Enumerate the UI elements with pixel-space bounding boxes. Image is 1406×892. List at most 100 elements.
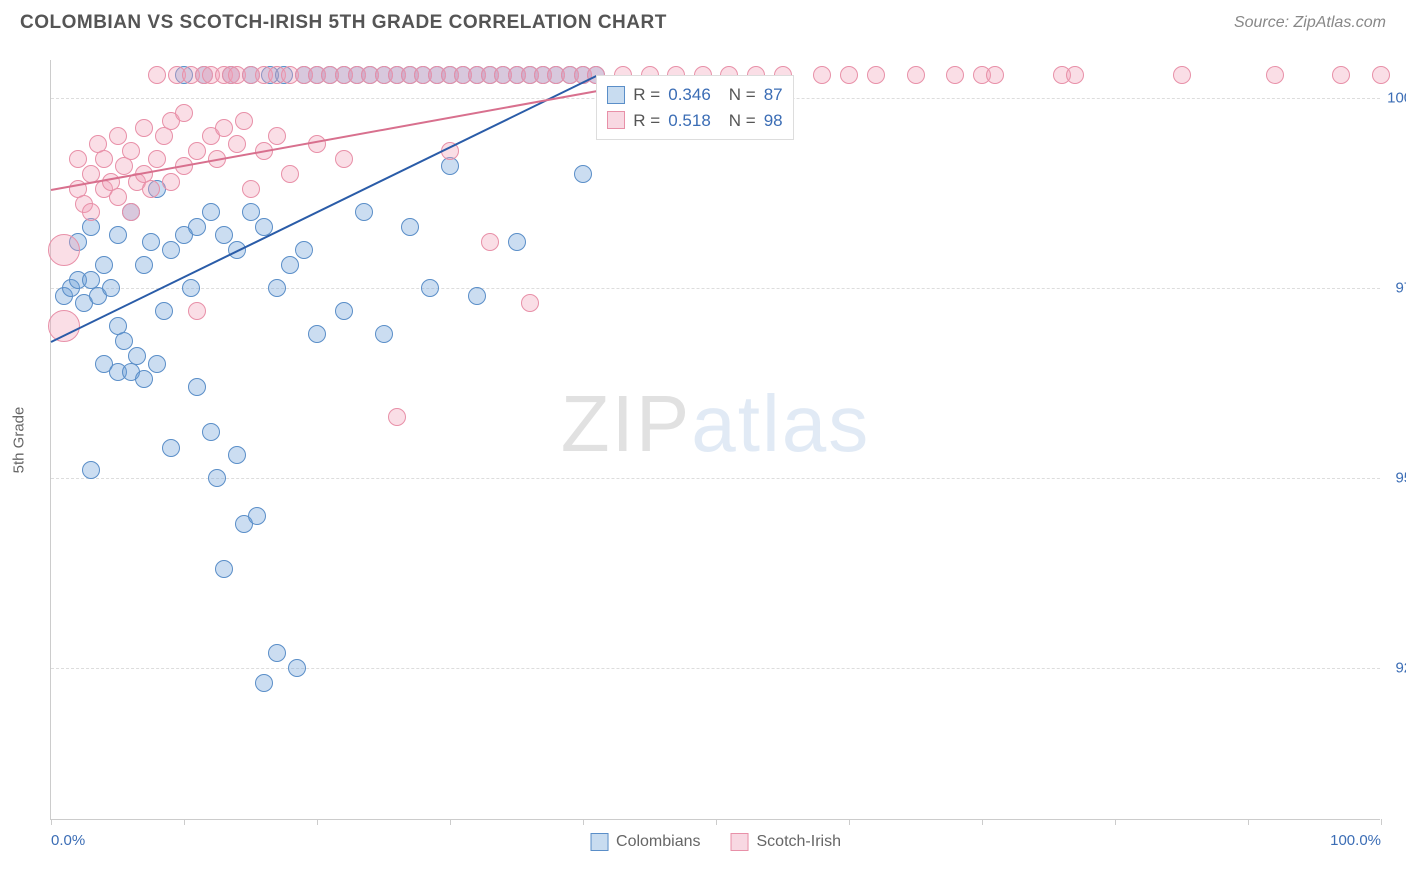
scotch-irish-point [135, 119, 153, 137]
scotch-irish-point [162, 173, 180, 191]
x-tick [184, 819, 185, 825]
stats-box: R =0.346N =87R =0.518N =98 [596, 75, 793, 140]
colombians-point [135, 256, 153, 274]
gridline [51, 668, 1380, 669]
scotch-irish-point [82, 203, 100, 221]
x-tick [1381, 819, 1382, 825]
legend-swatch [731, 833, 749, 851]
stats-swatch [607, 86, 625, 104]
scatter-chart: 5th Grade ZIPatlas 92.5%95.0%97.5%100.0%… [50, 60, 1380, 820]
x-tick [1248, 819, 1249, 825]
stats-n-value: 98 [764, 108, 783, 134]
scotch-irish-point [1332, 66, 1350, 84]
colombians-point [162, 439, 180, 457]
scotch-irish-point [188, 142, 206, 160]
colombians-point [421, 279, 439, 297]
chart-title: COLOMBIAN VS SCOTCH-IRISH 5TH GRADE CORR… [20, 12, 667, 34]
scotch-irish-trendline [51, 90, 597, 191]
colombians-point [468, 287, 486, 305]
scotch-irish-point [188, 302, 206, 320]
scotch-irish-point [946, 66, 964, 84]
scotch-irish-point [242, 180, 260, 198]
x-tick [716, 819, 717, 825]
scotch-irish-point [228, 135, 246, 153]
colombians-point [188, 378, 206, 396]
scotch-irish-point [1066, 66, 1084, 84]
colombians-point [188, 218, 206, 236]
watermark-zip: ZIP [561, 379, 691, 468]
colombians-point [508, 233, 526, 251]
y-tick-label: 100.0% [1387, 90, 1406, 107]
colombians-point [162, 241, 180, 259]
legend-swatch [590, 833, 608, 851]
scotch-irish-point [986, 66, 1004, 84]
scotch-irish-point [388, 408, 406, 426]
stats-swatch [607, 111, 625, 129]
scotch-irish-point [215, 119, 233, 137]
scotch-irish-point [109, 188, 127, 206]
colombians-point [268, 279, 286, 297]
scotch-irish-point [235, 112, 253, 130]
colombians-point [228, 446, 246, 464]
x-tick [583, 819, 584, 825]
colombians-point [335, 302, 353, 320]
scotch-irish-point [1173, 66, 1191, 84]
stats-r-label: R = [633, 108, 660, 134]
x-tick [317, 819, 318, 825]
gridline [51, 478, 1380, 479]
scotch-irish-point [48, 234, 80, 266]
colombians-point [401, 218, 419, 236]
scotch-irish-point [335, 150, 353, 168]
scotch-irish-point [142, 180, 160, 198]
y-tick-label: 97.5% [1395, 280, 1406, 297]
colombians-point [182, 279, 200, 297]
scotch-irish-point [95, 150, 113, 168]
watermark: ZIPatlas [561, 378, 870, 470]
colombians-point [142, 233, 160, 251]
colombians-point [215, 226, 233, 244]
colombians-point [248, 507, 266, 525]
stats-n-label: N = [729, 82, 756, 108]
stats-n-value: 87 [764, 82, 783, 108]
source-attribution: Source: ZipAtlas.com [1234, 14, 1386, 32]
x-tick-label: 0.0% [51, 832, 85, 849]
colombians-point [115, 332, 133, 350]
colombians-point [208, 469, 226, 487]
colombians-point [109, 226, 127, 244]
colombians-point [202, 203, 220, 221]
scotch-irish-point [867, 66, 885, 84]
colombians-point [574, 165, 592, 183]
stats-r-label: R = [633, 82, 660, 108]
colombians-point [102, 279, 120, 297]
scotch-irish-point [69, 150, 87, 168]
watermark-atlas: atlas [691, 379, 870, 468]
colombians-point [135, 370, 153, 388]
scotch-irish-point [175, 104, 193, 122]
colombians-point [268, 644, 286, 662]
colombians-point [148, 355, 166, 373]
legend-item: Scotch-Irish [731, 833, 841, 851]
x-tick [1115, 819, 1116, 825]
scotch-irish-point [48, 310, 80, 342]
legend: Colombians Scotch-Irish [590, 833, 841, 851]
gridline [51, 288, 1380, 289]
colombians-point [355, 203, 373, 221]
scotch-irish-point [148, 150, 166, 168]
stats-n-label: N = [729, 108, 756, 134]
colombians-point [281, 256, 299, 274]
scotch-irish-point [907, 66, 925, 84]
colombians-point [308, 325, 326, 343]
chart-header: COLOMBIAN VS SCOTCH-IRISH 5TH GRADE CORR… [0, 0, 1406, 42]
legend-item: Colombians [590, 833, 700, 851]
colombians-point [95, 256, 113, 274]
scotch-irish-point [813, 66, 831, 84]
x-tick [450, 819, 451, 825]
stats-row: R =0.346N =87 [607, 82, 782, 108]
x-tick [982, 819, 983, 825]
colombians-point [202, 423, 220, 441]
colombians-point [295, 241, 313, 259]
scotch-irish-point [109, 127, 127, 145]
scotch-irish-point [1266, 66, 1284, 84]
colombians-point [375, 325, 393, 343]
x-tick-label: 100.0% [1330, 832, 1381, 849]
